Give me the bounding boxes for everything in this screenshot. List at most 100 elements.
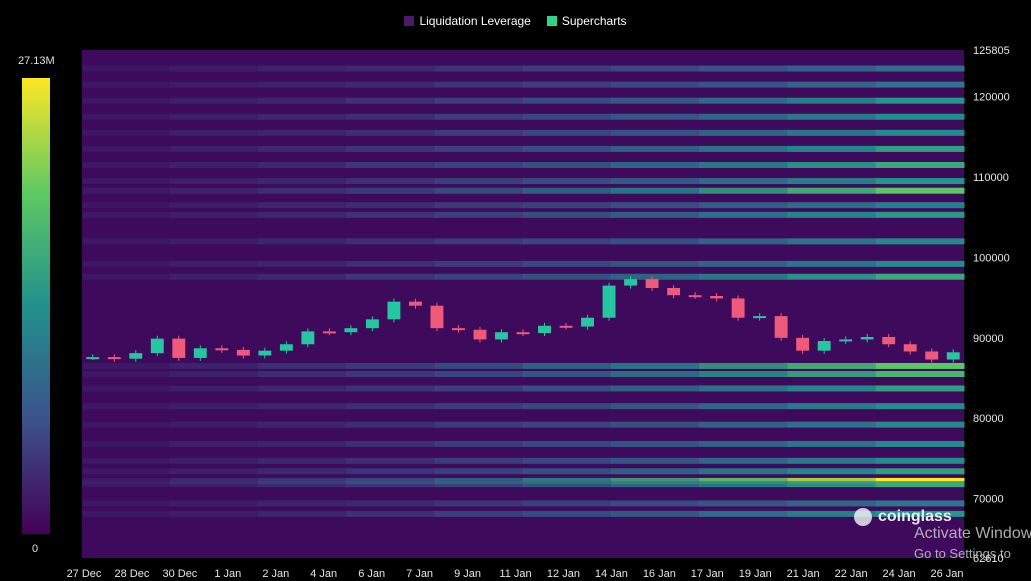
heatmap-band-segment xyxy=(523,211,612,218)
price-candle xyxy=(430,305,444,329)
price-candle xyxy=(495,332,508,340)
heatmap-band-segment xyxy=(82,457,171,464)
heatmap-band-segment xyxy=(346,211,436,218)
x-tick-label: 19 Jan xyxy=(739,568,772,580)
heatmap-band-segment xyxy=(346,260,436,267)
heatmap-band-segment xyxy=(787,421,877,428)
heatmap-band-segment xyxy=(434,481,524,488)
heatmap-band-segment xyxy=(82,481,171,488)
heatmap-band-segment xyxy=(434,468,524,475)
heatmap-band-segment xyxy=(699,370,789,377)
y-tick-label: 100000 xyxy=(973,252,1010,264)
heatmap-band-segment xyxy=(170,113,259,120)
price-candle xyxy=(538,325,551,333)
heatmap-band-segment xyxy=(699,81,789,88)
heatmap-band-segment xyxy=(258,468,348,475)
price-candle xyxy=(452,328,465,331)
heatmap-band-segment xyxy=(346,273,436,280)
heatmap-band-segment xyxy=(82,500,171,507)
heatmap-band-segment xyxy=(611,97,700,104)
heatmap-band-segment xyxy=(875,481,965,488)
heatmap-band-segment xyxy=(258,161,348,168)
legend-swatch-supercharts xyxy=(546,16,557,26)
heatmap-band-segment xyxy=(875,273,965,280)
windows-notice-line1: Activate Windows xyxy=(914,525,1031,542)
heatmap-band-segment xyxy=(611,129,700,136)
price-candle xyxy=(172,338,186,358)
heatmap-band-segment xyxy=(699,385,789,392)
x-tick-label: 24 Jan xyxy=(883,568,916,580)
heatmap-band-segment xyxy=(434,477,524,484)
heatmap-band-segment xyxy=(170,457,259,464)
y-axis: 125805 120000 110000 100000 90000 80000 70000 6… xyxy=(973,45,1010,565)
heatmap-band-segment xyxy=(699,113,789,120)
price-candle xyxy=(817,341,831,351)
heatmap-band-segment xyxy=(875,113,965,120)
heatmap-band-segment xyxy=(258,113,348,120)
x-tick-label: 9 Jan xyxy=(454,568,481,580)
price-candle xyxy=(301,331,315,345)
heatmap-band-segment xyxy=(170,403,259,410)
heatmap-band-segment xyxy=(82,385,171,392)
x-tick-label: 30 Dec xyxy=(162,568,197,580)
heatmap-band-segment xyxy=(699,440,789,447)
price-candle xyxy=(258,350,272,356)
price-candle xyxy=(107,357,121,360)
heatmap-band-segment xyxy=(611,187,700,194)
heatmap-band-segment xyxy=(258,81,348,88)
price-candle xyxy=(731,298,745,318)
heatmap-band-segment xyxy=(523,238,612,245)
heatmap-band-segment xyxy=(611,273,700,280)
heatmap-band-segment xyxy=(611,113,700,120)
heatmap-band-segment xyxy=(787,370,877,377)
heatmap-band-segment xyxy=(523,500,612,507)
heatmap-band-segment xyxy=(346,481,436,488)
heatmap-band-segment xyxy=(258,260,348,267)
heatmap-band-segment xyxy=(699,260,789,267)
heatmap-band-segment xyxy=(346,202,436,209)
price-candle xyxy=(602,285,616,318)
x-tick-label: 4 Jan xyxy=(310,568,337,580)
heatmap-band-segment xyxy=(787,211,877,218)
x-axis: 27 Dec 28 Dec 30 Dec 1 Jan 2 Jan 4 Jan 6 Jan 7 … xyxy=(67,568,964,580)
heatmap-band-segment xyxy=(875,202,965,209)
heatmap-band-segment xyxy=(170,97,259,104)
heatmap-band-segment xyxy=(523,385,612,392)
heatmap-band-segment xyxy=(346,129,436,136)
heatmap-band-segment xyxy=(611,211,700,218)
heatmap-band-segment xyxy=(787,145,877,152)
x-tick-label: 12 Jan xyxy=(547,568,580,580)
heatmap-band-segment xyxy=(346,477,436,484)
heatmap-band-segment xyxy=(346,440,436,447)
heatmap-band-segment xyxy=(170,370,259,377)
heatmap-band-segment xyxy=(875,81,965,88)
heatmap-band-segment xyxy=(611,500,700,507)
heatmap-band-segment xyxy=(346,510,436,517)
heatmap-band-segment xyxy=(875,97,965,104)
heatmap-band-segment xyxy=(611,421,700,428)
price-candle xyxy=(236,349,250,356)
heatmap-band-segment xyxy=(699,211,789,218)
heatmap-band-segment xyxy=(611,81,700,88)
legend-item-liquidation-leverage[interactable]: Liquidation Leverage xyxy=(404,14,531,28)
heatmap-band-segment xyxy=(258,65,348,72)
heatmap-band-segment xyxy=(787,187,877,194)
x-tick-label: 22 Jan xyxy=(835,568,868,580)
heatmap-band-segment xyxy=(699,145,789,152)
heatmap-band-segment xyxy=(434,187,524,194)
y-tick-label: 90000 xyxy=(973,333,1004,345)
x-tick-label: 16 Jan xyxy=(643,568,676,580)
heatmap-band-segment xyxy=(82,440,171,447)
heatmap-band-segment xyxy=(875,362,965,369)
heatmap-band-segment xyxy=(82,403,171,410)
heatmap-band-segment xyxy=(523,510,612,517)
heatmap-band-segment xyxy=(170,477,259,484)
heatmap-band-segment xyxy=(523,273,612,280)
heatmap-band-segment xyxy=(82,211,171,218)
heatmap-band-segment xyxy=(611,362,700,369)
heatmap-band-segment xyxy=(170,260,259,267)
price-candle xyxy=(688,295,702,298)
legend-item-supercharts[interactable]: Supercharts xyxy=(546,14,627,28)
windows-activation-notice: Activate Windows Go to Settings to xyxy=(914,524,1031,564)
price-candle xyxy=(925,351,939,360)
